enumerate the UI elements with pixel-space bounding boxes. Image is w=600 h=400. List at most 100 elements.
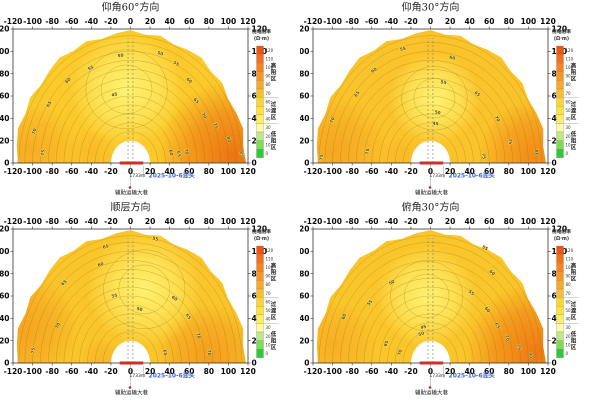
x-tick-label: 80 bbox=[204, 17, 214, 26]
x-tick-label: -60 bbox=[365, 167, 379, 176]
x-tick-label: -100 bbox=[23, 167, 42, 176]
x-tick-label: -40 bbox=[385, 217, 399, 226]
colorbar-cell bbox=[556, 131, 564, 141]
x-tick-label: 20 bbox=[445, 217, 455, 226]
colorbar-cell bbox=[256, 245, 264, 255]
colorbar-zone-label: 区 bbox=[271, 343, 277, 351]
svg-text:75: 75 bbox=[480, 153, 487, 160]
probe-bar bbox=[419, 361, 444, 365]
x-tick-label: 80 bbox=[204, 367, 214, 376]
x-tick-label: 0 bbox=[428, 17, 433, 26]
x-tick-label: -80 bbox=[45, 217, 59, 226]
plot-title: 仰角30°方向 bbox=[402, 1, 460, 14]
colorbar-tick: 60 bbox=[566, 299, 572, 304]
panel-elevation-30: 仰角30°方向 55 60 65 70 75 75 60 55 50 45 65 70 75 80 75 -12… bbox=[300, 0, 600, 200]
x-tick-label: 60 bbox=[484, 367, 494, 376]
panel-elevation-60: 仰角60°方向 50 55 60 65 70 75 45 50 55 60 65 70 75 80 85 60 6… bbox=[0, 0, 300, 200]
roadway-label: 辅助运输大巷 bbox=[415, 189, 449, 197]
y-tick-label: 60 bbox=[0, 92, 10, 101]
x-tick-label: 40 bbox=[464, 367, 474, 376]
svg-text:60: 60 bbox=[170, 294, 178, 302]
x-tick-label: -120 bbox=[304, 367, 323, 376]
svg-text:65: 65 bbox=[175, 151, 182, 158]
svg-text:75: 75 bbox=[212, 122, 220, 130]
colorbar-tick: 40 bbox=[566, 117, 572, 122]
x-tick-label: 100 bbox=[221, 367, 237, 376]
y-tick-label: 120 bbox=[300, 225, 310, 234]
svg-text:55: 55 bbox=[172, 60, 180, 68]
x-tick-label: -80 bbox=[345, 367, 359, 376]
x-tick-label: -20 bbox=[104, 217, 118, 226]
svg-text:65: 65 bbox=[353, 90, 361, 98]
y-tick-label: 0 bbox=[252, 359, 257, 368]
x-tick-label: -100 bbox=[323, 167, 342, 176]
colorbar-cell bbox=[256, 297, 264, 307]
x-tick-label: -120 bbox=[304, 217, 323, 226]
colorbar-tick: 40 bbox=[566, 317, 572, 322]
svg-text:65: 65 bbox=[192, 97, 200, 105]
colorbar-unit: (Ω·m) bbox=[254, 36, 269, 42]
y-tick-label: 40 bbox=[300, 114, 310, 123]
x-tick-label: -60 bbox=[365, 367, 379, 376]
x-tick-label: -80 bbox=[345, 17, 359, 26]
x-tick-label: -120 bbox=[304, 17, 323, 26]
x-tick-label: -80 bbox=[45, 17, 59, 26]
colorbar-tick: 90 bbox=[266, 274, 272, 279]
colorbar-tick: 70 bbox=[566, 291, 572, 296]
svg-text:75: 75 bbox=[30, 347, 37, 354]
colorbar-tick: 110 bbox=[266, 56, 274, 61]
y-tick-label: 0 bbox=[552, 159, 557, 168]
colorbar-tick: 20 bbox=[566, 134, 572, 139]
contour-labels: 55 60 65 70 75 75 60 55 50 45 65 70 75 80 75 bbox=[318, 45, 540, 161]
colorbar-tick: 20 bbox=[266, 334, 272, 339]
svg-text:65: 65 bbox=[45, 100, 53, 108]
y-tick-label: 80 bbox=[0, 69, 10, 78]
x-tick-label: -80 bbox=[345, 217, 359, 226]
y-tick-label: 40 bbox=[0, 114, 10, 123]
colorbar-tick: 110 bbox=[566, 56, 574, 61]
colorbar-tick: 40 bbox=[266, 317, 272, 322]
colorbar-cell bbox=[256, 123, 264, 133]
x-tick-label: 80 bbox=[504, 367, 514, 376]
colorbar-cell bbox=[556, 254, 564, 264]
panel-bedding: 顺层方向 60 65 70 75 55 50 60 65 70 65 70 55 65 -120 -120 -1… bbox=[0, 200, 300, 400]
colorbar-tick: 120 bbox=[266, 48, 274, 53]
x-tick-label: 20 bbox=[445, 17, 455, 26]
x-tick-label: 20 bbox=[145, 367, 155, 376]
colorbar-cell bbox=[256, 340, 264, 350]
svg-text:60: 60 bbox=[449, 55, 456, 62]
distance-label: 1733m bbox=[429, 373, 445, 379]
x-tick-label: 120 bbox=[240, 367, 256, 376]
x-tick-label: -20 bbox=[104, 167, 118, 176]
x-tick-label: 40 bbox=[164, 167, 174, 176]
svg-text:60: 60 bbox=[185, 77, 193, 85]
colorbar-tick: 30 bbox=[566, 125, 572, 130]
colorbar-tick: 0 bbox=[266, 151, 269, 156]
colorbar-zone-label: 阻 bbox=[571, 137, 577, 145]
colorbar-tick: 10 bbox=[266, 342, 272, 347]
x-tick-label: 120 bbox=[540, 167, 556, 176]
colorbar-cell bbox=[256, 88, 264, 98]
colorbar-zone-label: 过 bbox=[271, 300, 277, 308]
x-tick-label: -40 bbox=[85, 367, 99, 376]
colorbar-tick: 50 bbox=[566, 108, 572, 113]
y-tick-label: 0 bbox=[252, 159, 257, 168]
colorbar-cell bbox=[256, 349, 264, 358]
colorbar-cell bbox=[556, 54, 564, 64]
colorbar-zone-label: 区 bbox=[571, 113, 577, 121]
y-tick-label: 120 bbox=[252, 225, 268, 234]
y-tick-label: 40 bbox=[0, 314, 10, 323]
x-tick-label: 60 bbox=[484, 167, 494, 176]
x-tick-label: -100 bbox=[23, 367, 42, 376]
colorbar-cell bbox=[256, 254, 264, 264]
colorbar-cell bbox=[556, 123, 564, 133]
colorbar-tick: 30 bbox=[266, 125, 272, 130]
colorbar-zone-label: 高 bbox=[271, 61, 277, 69]
svg-text:55: 55 bbox=[366, 299, 374, 307]
colorbar-cell bbox=[556, 71, 564, 81]
colorbar-zone-label: 区 bbox=[271, 143, 277, 151]
colorbar-zone-label: 区 bbox=[571, 313, 577, 321]
colorbar-tick: 100 bbox=[266, 65, 274, 70]
